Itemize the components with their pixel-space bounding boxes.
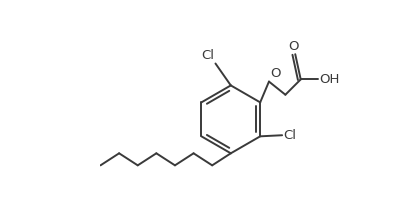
Text: O: O <box>270 67 281 81</box>
Text: Cl: Cl <box>283 129 296 142</box>
Text: O: O <box>288 40 298 53</box>
Text: Cl: Cl <box>201 49 214 62</box>
Text: OH: OH <box>319 73 340 86</box>
